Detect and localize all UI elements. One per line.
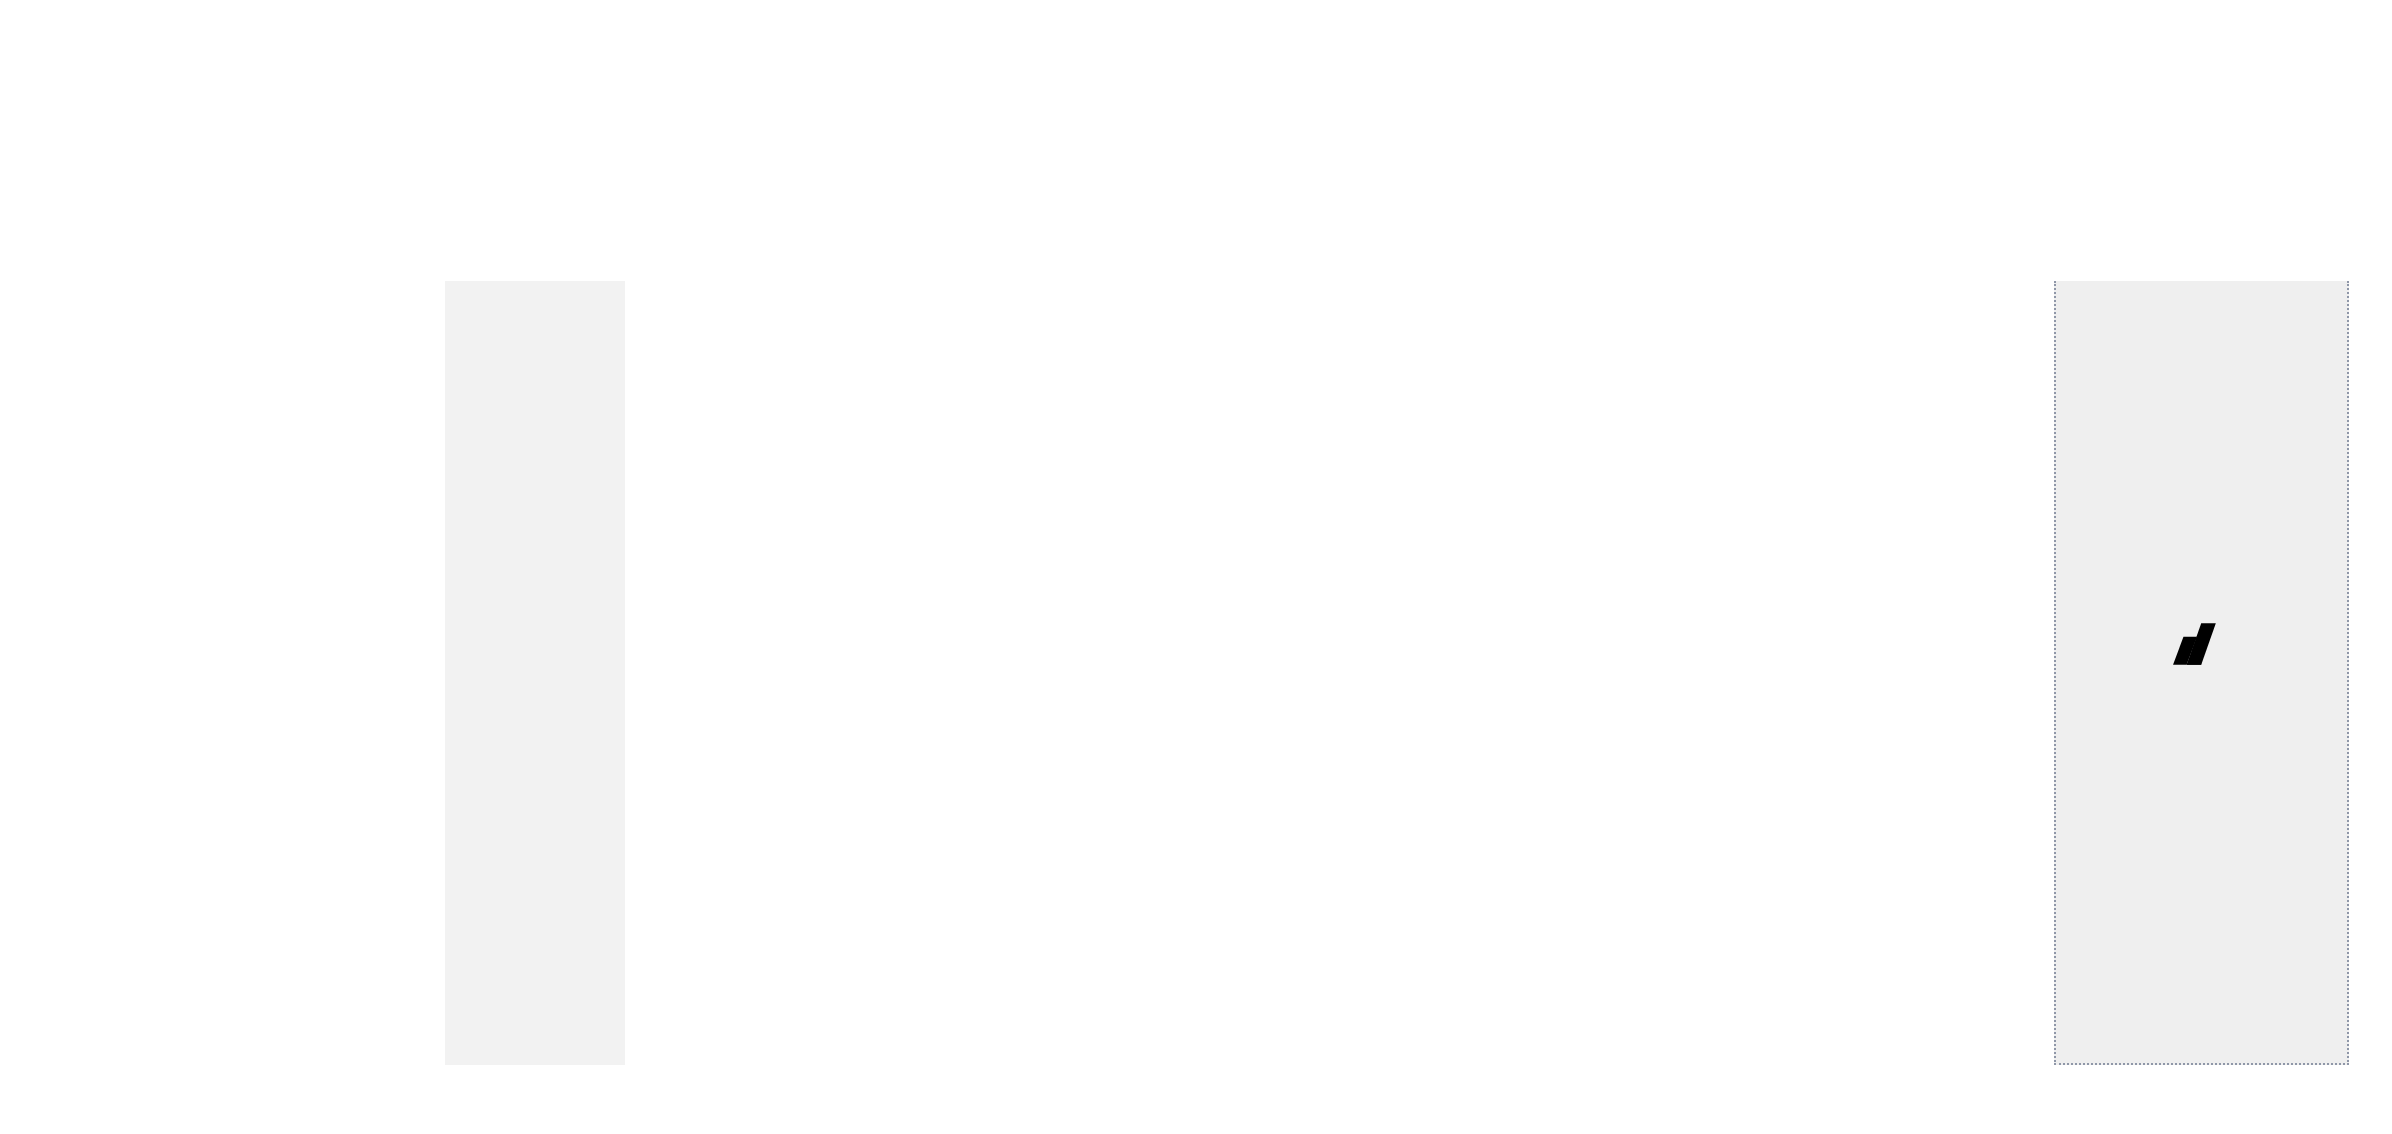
global-commercial-rights-cell <box>2054 281 2349 1065</box>
gene-column-band <box>445 281 625 1065</box>
passagebio-logo <box>2056 623 2347 665</box>
passagebio-logo-icon <box>2172 623 2220 665</box>
table-body <box>38 281 2349 1065</box>
table-header-row <box>38 200 2349 281</box>
passagebio-logo-text <box>2229 625 2232 664</box>
title-underline-dash <box>44 143 139 159</box>
pipeline-slide <box>0 0 2392 1134</box>
